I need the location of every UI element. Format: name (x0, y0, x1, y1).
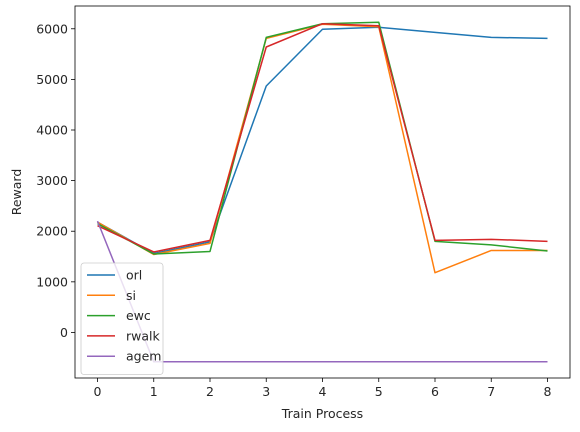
x-tick-label: 1 (150, 384, 158, 399)
y-tick-label: 5000 (36, 72, 68, 87)
series-line-agem (96, 220, 548, 363)
x-tick-label: 8 (544, 384, 552, 399)
x-axis-label: Train Process (281, 406, 363, 421)
legend-label-si: si (126, 288, 136, 303)
x-tick-label: 4 (319, 384, 327, 399)
x-tick-label: 7 (487, 384, 495, 399)
legend-label-agem: agem (126, 349, 161, 364)
y-tick-label: 3000 (36, 173, 68, 188)
legend-box (80, 262, 164, 375)
series-line-rwalk (97, 22, 548, 253)
legend-label-rwalk: rwalk (126, 328, 160, 343)
y-axis-ticks: 0 1000 2000 3000 4000 5000 6000 (36, 21, 75, 340)
x-tick-label: 3 (262, 384, 270, 399)
x-tick-label: 6 (431, 384, 439, 399)
legend-label-ewc: ewc (126, 308, 151, 323)
y-tick-label: 1000 (36, 274, 68, 289)
series-line-si (97, 23, 548, 274)
series-line-orl (97, 26, 548, 255)
x-tick-label: 0 (94, 384, 102, 399)
legend-label-orl: orl (126, 268, 142, 283)
y-tick-label: 6000 (36, 21, 68, 36)
x-tick-label: 2 (206, 384, 214, 399)
y-tick-label: 2000 (36, 224, 68, 239)
plot-lines (96, 21, 548, 363)
x-tick-label: 5 (375, 384, 383, 399)
x-axis-ticks: 0 1 2 3 4 5 6 7 8 (94, 378, 552, 399)
y-tick-label: 4000 (36, 123, 68, 138)
y-tick-label: 0 (60, 325, 68, 340)
legend: orl si ewc rwalk agem (80, 262, 164, 375)
series-line-ewc (97, 21, 548, 255)
y-axis-label: Reward (9, 169, 24, 216)
